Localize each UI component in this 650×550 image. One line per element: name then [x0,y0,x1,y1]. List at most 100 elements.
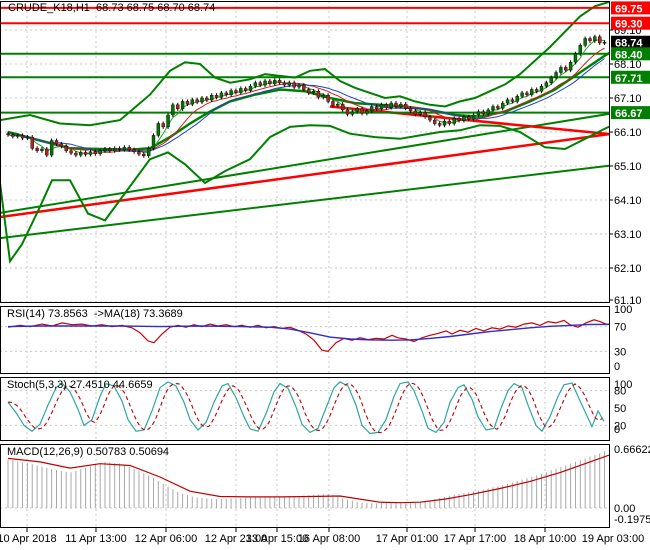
candle-bullish [79,152,83,156]
time-axis-label: 10 Apr 2018 [0,533,57,545]
candle-bearish [132,149,136,152]
macd-signal-line [7,454,610,504]
time-axis-label: 18 Apr 10:00 [514,533,576,545]
candle-bullish [389,102,393,108]
candle-bearish [457,118,461,121]
candle-bearish [447,120,452,124]
candle-bullish [229,90,233,95]
candle-bearish [423,112,427,117]
time-axis-label: 17 Apr 17:00 [444,533,506,545]
candle-bearish [243,88,248,91]
candle-bullish [370,106,374,112]
macd-panel-grid [26,444,546,528]
macd-y-tick-label: 0.66622 [614,444,650,456]
candle-bearish [59,143,64,147]
candle-bearish [384,104,388,108]
candle-bearish [268,80,272,84]
stoch-panel-border [0,377,610,441]
candle-bullish [166,114,170,128]
candle-bearish [345,109,350,115]
candle-bullish [476,111,481,116]
candle-bullish [399,103,403,107]
candle-bullish [554,72,558,78]
bollinger-lower-band [0,124,610,264]
candle-bearish [292,82,296,88]
candle-bearish [69,150,73,154]
candle-bullish [287,82,291,86]
bollinger-upper-band [0,1,610,127]
candle-bullish [98,150,102,154]
candle-bearish [205,97,209,101]
candle-bearish [6,133,10,135]
candle-bearish [127,147,131,150]
candle-bearish [20,135,25,139]
candle-bearish [413,110,418,115]
candle-bearish [277,80,282,83]
candle-bullish [602,42,607,44]
stoch-layer [7,381,605,435]
green-ascending-trendline [0,112,610,214]
macd-panel-border [0,444,610,528]
macd-y-tick-label: 0.00 [614,503,635,515]
price-tag-support [611,47,650,61]
candle-bullish [122,147,127,150]
main-y-tick-label: 61.10 [614,295,642,307]
candle-bearish [360,108,364,114]
candle-bearish [224,92,228,95]
candle-bullish [379,104,384,110]
candle-bullish [151,135,156,149]
rsi-panel-grid [26,306,546,374]
time-axis-label: 13 Apr 15:00 [246,533,308,545]
price-tag-current-price [611,35,650,49]
candle-bullish [559,67,563,73]
candle-bullish [355,108,359,112]
candle-bullish [462,116,466,121]
candle-bearish [588,38,592,42]
candle-bullish [49,140,54,156]
candle-bullish [16,135,20,137]
price-tag-resistance [611,1,650,15]
price-tag-label: 69.30 [615,19,643,31]
candle-bearish [510,99,515,102]
candle-bullish [471,114,476,120]
main-y-tick-label: 63.10 [614,229,642,241]
candle-bullish [239,88,243,93]
candle-bearish [234,90,238,93]
candle-bearish [54,140,59,145]
candle-bullish [156,123,161,136]
candle-bullish [501,102,505,109]
time-axis-label: 19 Apr 03:00 [582,533,644,545]
main-y-tick-label: 67.10 [614,93,642,105]
macd-y-tick-label: -0.19754 [614,514,650,526]
rsi-y-tick-label: 0 [614,361,620,373]
candle-bullish [544,82,549,87]
candle-bullish [180,101,185,110]
candle-bullish [311,90,316,94]
candle-bearish [394,102,398,107]
candle-bullish [190,99,195,105]
candle-bullish [418,112,422,115]
main-y-tick-label: 66.10 [614,127,642,139]
stoch-y-tick-label: 0 [614,424,620,436]
candle-bearish [258,82,262,86]
time-axis-label: 11 Apr 13:00 [65,533,127,545]
candlestick-series [6,34,607,158]
candle-bullish [350,111,355,115]
candle-bearish [428,116,432,121]
candle-bearish [30,136,34,149]
main-y-tick-label: 68.10 [614,59,642,71]
candle-bearish [176,104,180,110]
candle-bullish [593,36,597,42]
candle-bullish [539,85,544,92]
candle-bearish [282,82,287,86]
fast-ma-blue [7,58,605,152]
candle-bullish [321,95,325,98]
candle-bullish [171,104,175,116]
main-panel-border [0,1,610,303]
candle-bearish [534,89,539,92]
price-tag-label: 66.67 [615,108,643,120]
candle-bullish [583,38,587,46]
candle-bearish [525,92,529,95]
rsi-y-tick-label: 70 [614,322,626,334]
